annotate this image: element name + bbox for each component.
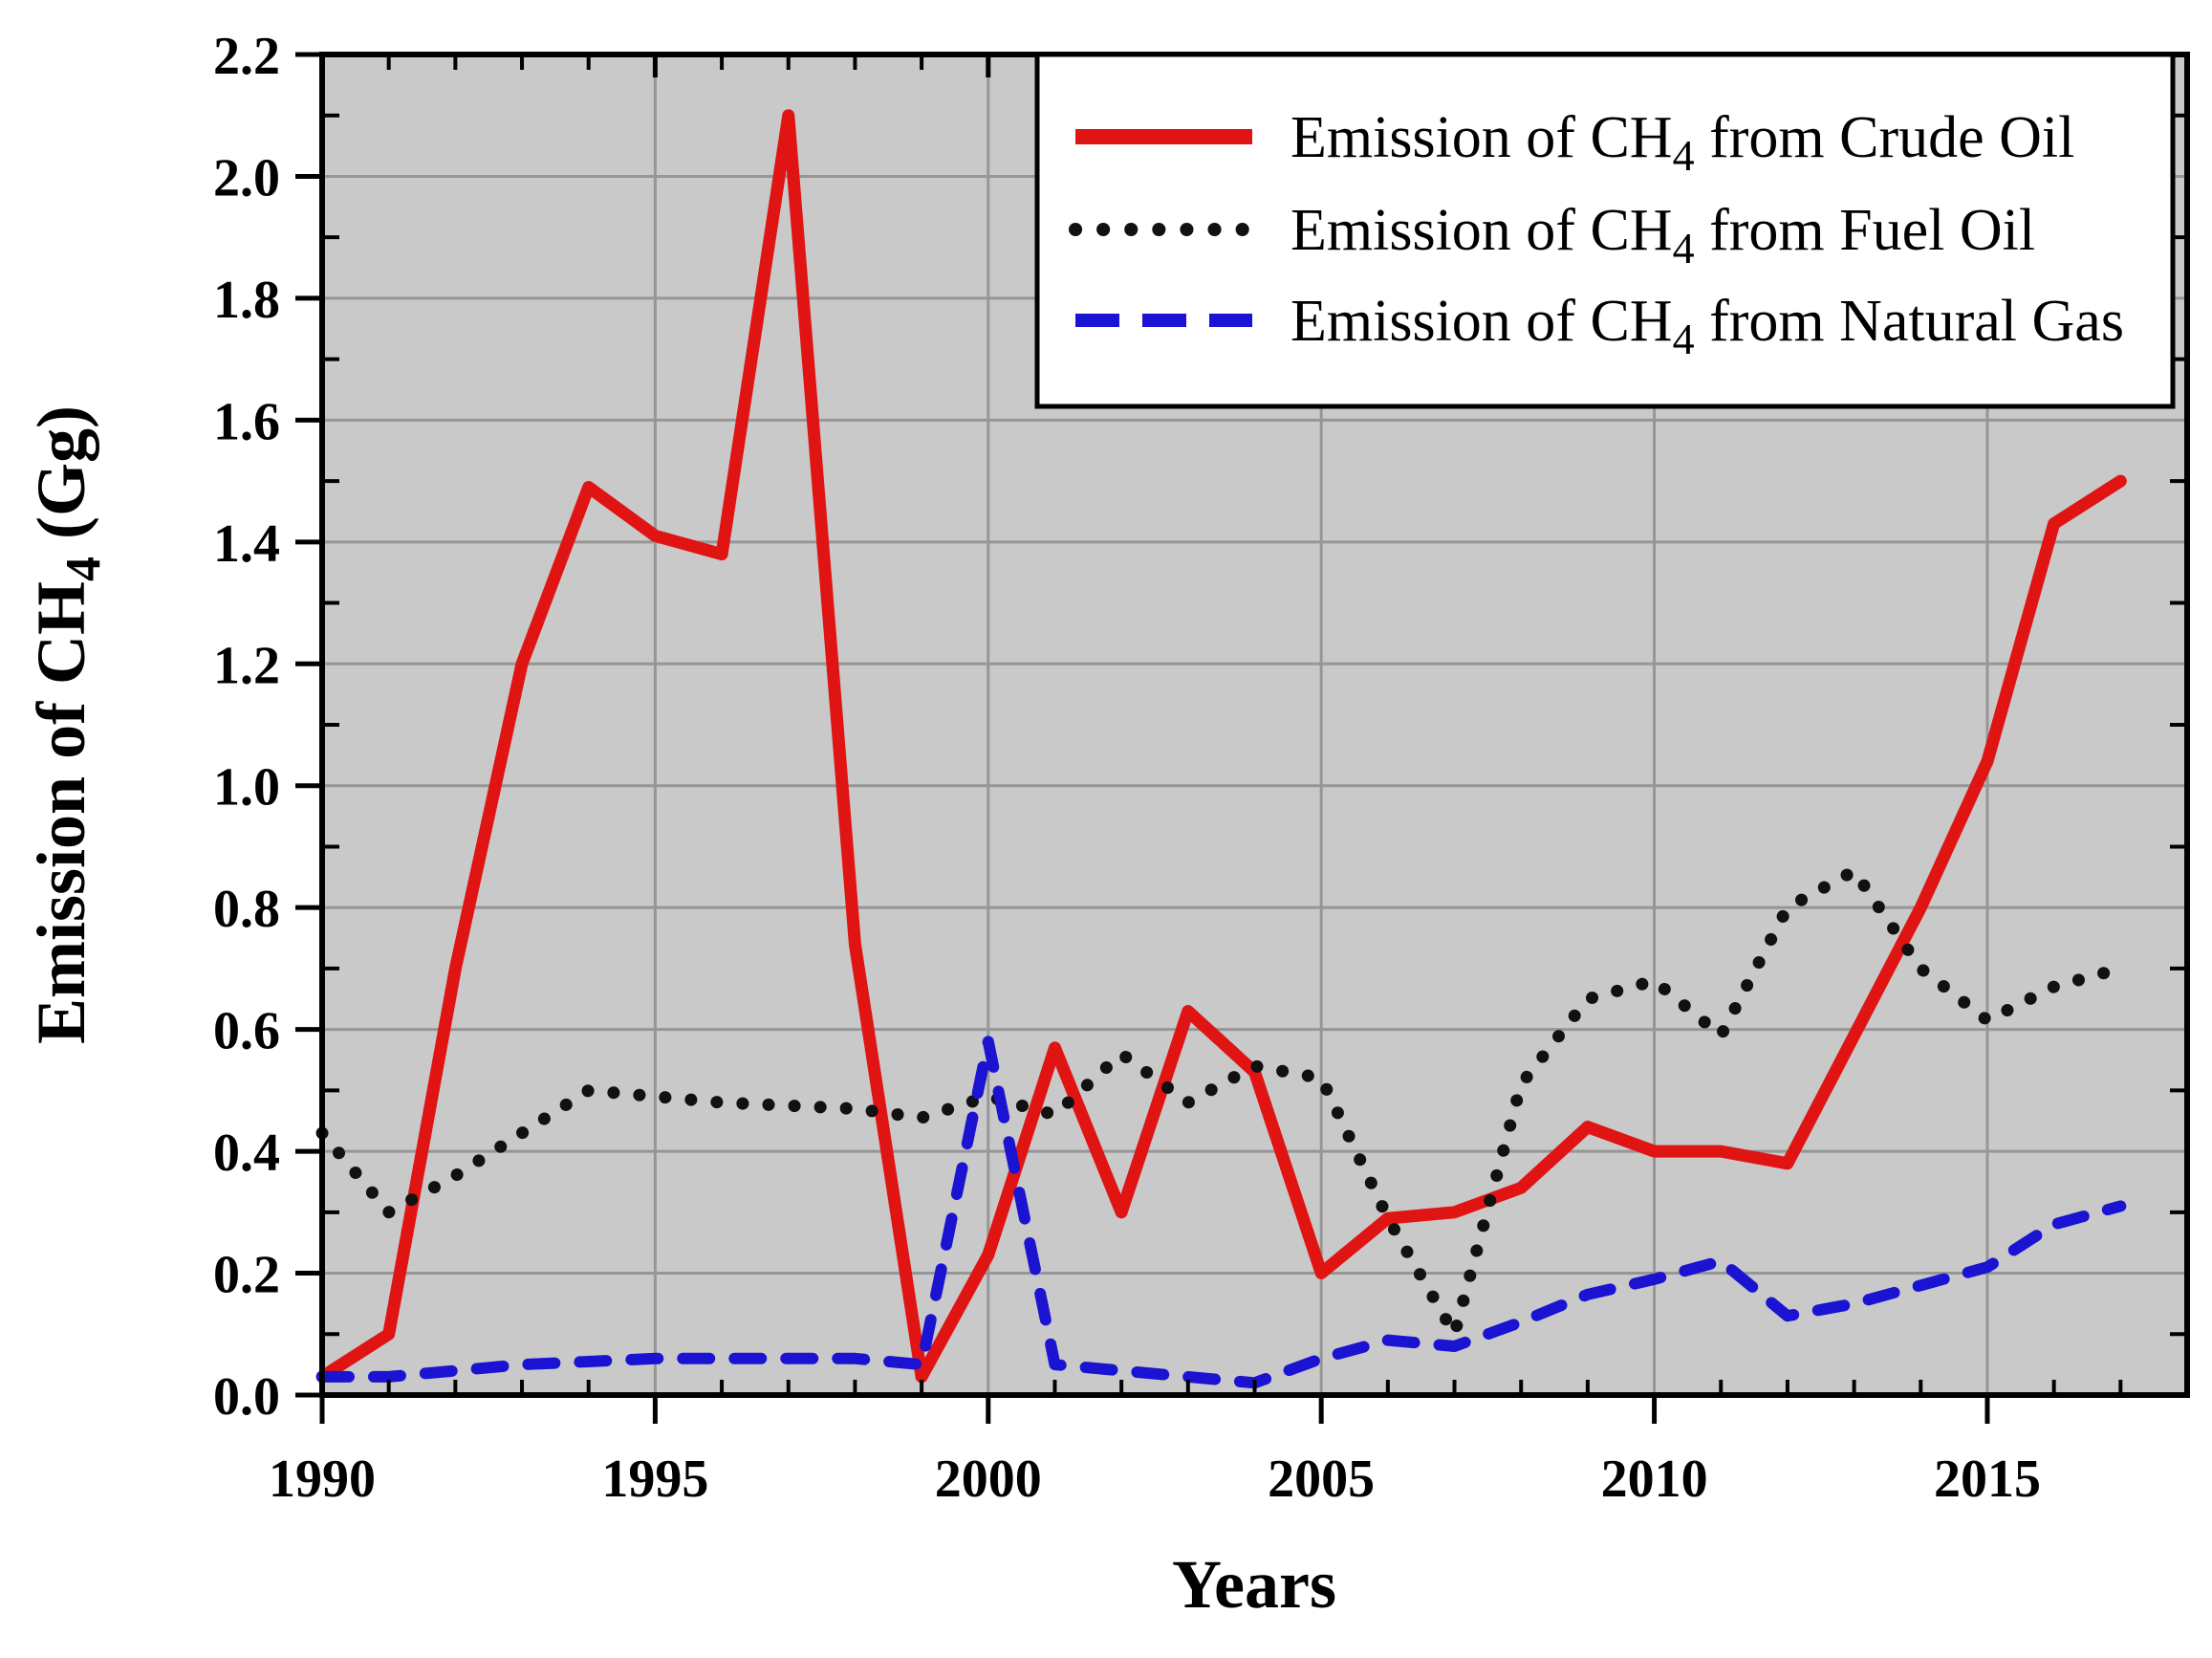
y-tick-label-1.0: 1.0 (213, 758, 280, 818)
series-natural-gas-line (316, 1036, 2127, 1389)
x-tick-label-1995: 1995 (601, 1450, 708, 1509)
series-crude-oil-line (315, 109, 2127, 1384)
legend-label-fuel-oil: Emission of CH4 from Fuel Oil (1290, 198, 2035, 273)
series-crude-oil (315, 109, 2127, 1384)
y-tick-label-1.2: 1.2 (213, 636, 280, 695)
x-tick-label-2010: 2010 (1601, 1450, 1708, 1509)
series-fuel-oil-line (315, 864, 2127, 1341)
legend-entry-fuel-oil: Emission of CH4 from Fuel Oil (1069, 198, 2035, 273)
y-tick-label-0.2: 0.2 (213, 1246, 280, 1305)
tick-labels: 0.0 0.2 0.4 0.6 0.8 1.0 1.2 1.4 1.6 1.8 2.0 2.2 1990… (213, 27, 2041, 1509)
legend-label-natural-gas: Emission of CH4 from Natural Gas (1290, 289, 2124, 363)
legend-label-crude-oil: Emission of CH4 from Crude Oil (1290, 105, 2074, 180)
y-tick-label-1.6: 1.6 (213, 392, 280, 451)
y-tick-label-1.8: 1.8 (213, 271, 280, 330)
x-axis-title: Years (1172, 1546, 1336, 1623)
x-tick-label-2005: 2005 (1268, 1450, 1375, 1509)
y-tick-label-1.4: 1.4 (213, 514, 280, 574)
legend: Emission of CH4 from Crude Oil Emission o… (1034, 52, 2176, 409)
y-tick-label-0.0: 0.0 (213, 1367, 280, 1427)
y-tick-label-2.0: 2.0 (213, 148, 280, 207)
legend-entry-natural-gas: Emission of CH4 from Natural Gas (1075, 289, 2124, 363)
legend-box (1034, 52, 2176, 409)
x-tick-label-1990: 1990 (269, 1450, 376, 1509)
y-axis-title: Emission of CH4 (Gg) (23, 405, 111, 1044)
series-fuel-oil (315, 864, 2127, 1341)
y-tick-label-2.2: 2.2 (213, 27, 280, 86)
legend-entry-crude-oil: Emission of CH4 from Crude Oil (1075, 105, 2074, 180)
series-natural-gas (316, 1036, 2127, 1389)
y-tick-label-0.4: 0.4 (213, 1124, 280, 1183)
y-tick-label-0.6: 0.6 (213, 1002, 280, 1061)
y-tick-label-0.8: 0.8 (213, 880, 280, 939)
x-tick-label-2015: 2015 (1934, 1450, 2041, 1509)
x-tick-label-2000: 2000 (935, 1450, 1042, 1509)
